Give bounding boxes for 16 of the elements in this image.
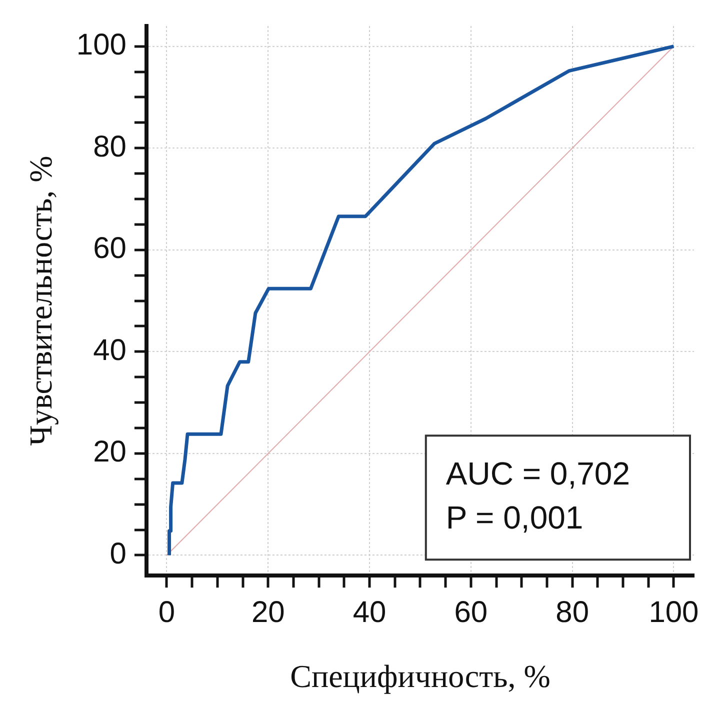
- annotation: AUC = 0,702: [446, 455, 630, 492]
- x-tick-label: 80: [556, 596, 590, 629]
- x-tick-label: 0: [158, 596, 176, 629]
- x-tick-label: 20: [251, 596, 285, 629]
- y-axis-title: Чувствительность, %: [22, 156, 59, 446]
- x-axis-title: Специфичность, %: [290, 658, 550, 694]
- y-tick-label: 40: [93, 334, 126, 367]
- annotation: P = 0,001: [446, 499, 584, 536]
- x-tick-label: 40: [352, 596, 386, 629]
- x-tick-label: 60: [454, 596, 488, 629]
- y-tick-label: 80: [93, 130, 126, 164]
- y-tick-label: 100: [76, 28, 126, 62]
- x-tick-label: 100: [648, 596, 699, 629]
- y-tick-label: 0: [110, 538, 126, 571]
- y-tick-label: 60: [93, 232, 126, 266]
- y-tick-label: 20: [93, 436, 126, 469]
